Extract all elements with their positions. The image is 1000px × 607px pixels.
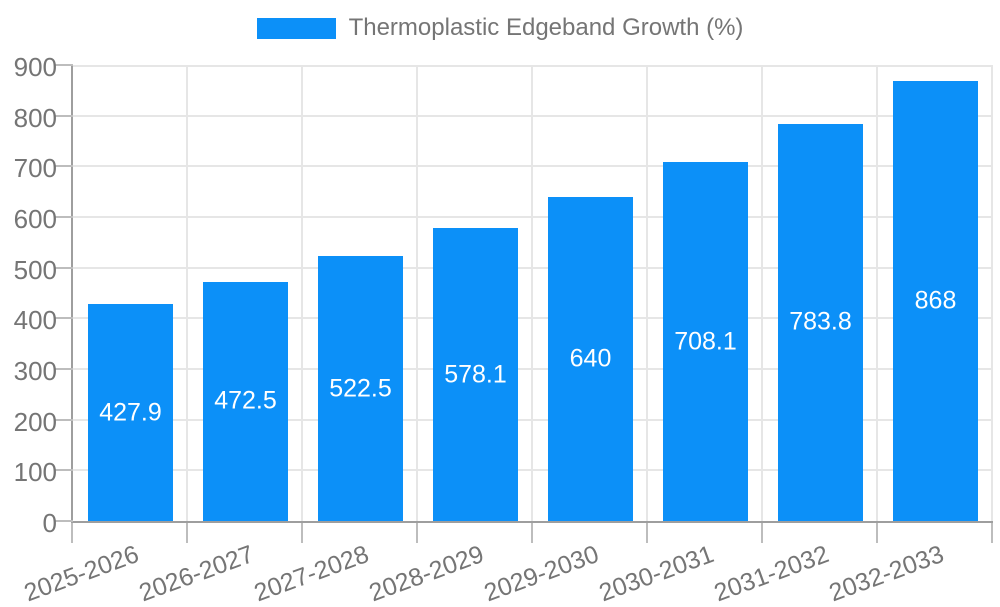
x-axis-label: 2032-2033 [825, 540, 948, 607]
y-axis-tick [55, 64, 73, 66]
y-axis-tick [55, 368, 73, 370]
y-axis-label: 600 [13, 204, 57, 234]
gridline-vertical [646, 65, 648, 521]
bar[interactable]: 640 [548, 196, 633, 521]
x-axis-tick [991, 523, 993, 543]
bar-value-label: 783.8 [789, 307, 852, 336]
bar-value-label: 640 [569, 344, 612, 373]
y-axis-label: 400 [13, 305, 57, 336]
bar-value-label: 472.5 [214, 386, 277, 415]
chart-legend[interactable]: Thermoplastic Edgeband Growth (%) [0, 14, 1000, 42]
bar[interactable]: 783.8 [778, 123, 863, 521]
gridline-horizontal [73, 469, 993, 472]
bar[interactable]: 868 [893, 81, 978, 521]
bar[interactable]: 578.1 [433, 228, 518, 521]
gridline-horizontal [73, 65, 993, 67]
y-axis-label: 800 [13, 102, 57, 133]
gridline-vertical [416, 65, 418, 521]
bar-value-label: 868 [914, 286, 957, 315]
bar[interactable]: 427.9 [88, 304, 173, 521]
x-axis-label: 2031-2032 [710, 540, 833, 607]
bar[interactable]: 708.1 [663, 162, 748, 521]
y-axis-label: 700 [13, 153, 57, 184]
y-axis-tick [55, 165, 73, 168]
y-axis-tick [55, 266, 73, 269]
gridline-horizontal [73, 216, 993, 218]
gridline-vertical [301, 65, 303, 521]
legend-swatch [256, 17, 336, 39]
gridline-vertical [876, 65, 878, 521]
gridline-horizontal [73, 114, 993, 117]
y-axis-label: 300 [13, 356, 57, 386]
x-axis-tick [301, 523, 303, 543]
x-axis-label: 2027-2028 [250, 540, 373, 607]
y-axis-tick [55, 317, 73, 320]
gridline-horizontal [73, 317, 993, 320]
x-axis-label: 2029-2030 [480, 540, 603, 607]
y-axis-label: 500 [13, 254, 57, 285]
gridline-vertical [761, 65, 763, 521]
y-axis-label: 900 [13, 52, 57, 82]
x-axis-tick [761, 523, 763, 543]
bar[interactable]: 522.5 [318, 256, 403, 521]
gridline-vertical [991, 65, 993, 521]
legend-label: Thermoplastic Edgeband Growth (%) [348, 14, 744, 41]
gridline-vertical [531, 65, 533, 521]
y-axis-label: 200 [13, 406, 57, 437]
x-axis-label: 2026-2027 [135, 540, 258, 607]
x-axis-tick [186, 523, 188, 543]
x-axis-tick [71, 523, 73, 543]
x-axis-tick [531, 523, 533, 543]
y-axis-tick [55, 469, 73, 472]
y-axis-tick [55, 520, 73, 522]
gridline-horizontal [73, 368, 993, 370]
y-axis-tick [55, 418, 73, 421]
gridline-horizontal [73, 266, 993, 269]
y-axis-tick [55, 114, 73, 117]
gridline-horizontal [73, 165, 993, 168]
y-axis-tick [55, 216, 73, 218]
x-axis-label: 2025-2026 [20, 540, 143, 607]
bar-value-label: 708.1 [674, 327, 737, 356]
x-axis-tick [416, 523, 418, 543]
y-axis-label: 0 [42, 508, 57, 538]
x-axis-label: 2028-2029 [365, 540, 488, 607]
bar-value-label: 578.1 [444, 360, 507, 389]
x-axis-label: 2030-2031 [595, 540, 718, 607]
x-axis-tick [646, 523, 648, 543]
bar[interactable]: 472.5 [203, 281, 288, 521]
plot-area: 427.9 472.5 522.5 578.1 640 708.1 783.8 868 [71, 65, 993, 523]
gridline-vertical [186, 65, 188, 521]
bar-value-label: 427.9 [99, 398, 162, 427]
x-axis-tick [876, 523, 878, 543]
y-axis-label: 100 [13, 457, 57, 488]
gridline-horizontal [73, 418, 993, 421]
bar-value-label: 522.5 [329, 374, 392, 403]
